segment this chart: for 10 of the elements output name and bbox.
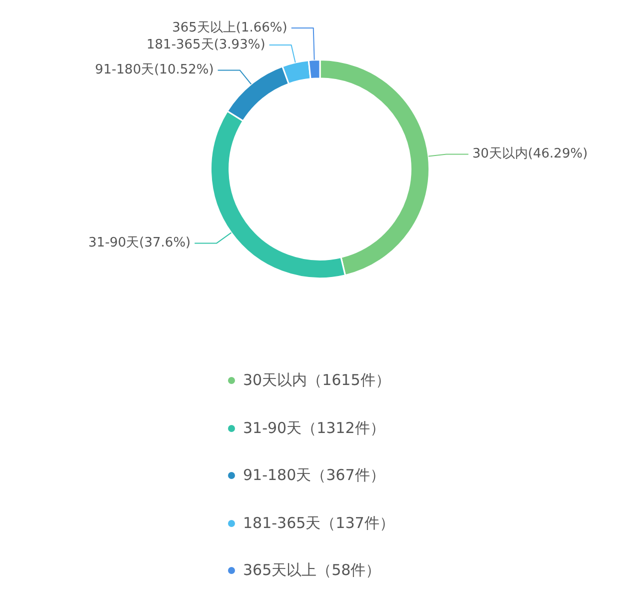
data-label: 181-365天(3.93%) [146, 37, 266, 52]
legend-label: 30天以内（1615件） [243, 370, 390, 390]
legend-label: 91-180天（367件） [243, 465, 385, 485]
data-label: 91-180天(10.52%) [95, 62, 214, 78]
legend-label: 31-90天（1312件） [243, 418, 385, 438]
data-label: 31-90天(37.6%) [88, 236, 191, 251]
data-label: 365天以上(1.66%) [172, 20, 288, 36]
legend-label: 365天以上（58件） [243, 560, 381, 580]
data-label: 30天以内(46.29%) [472, 146, 588, 162]
legend-label: 181-365天（137件） [243, 512, 394, 532]
